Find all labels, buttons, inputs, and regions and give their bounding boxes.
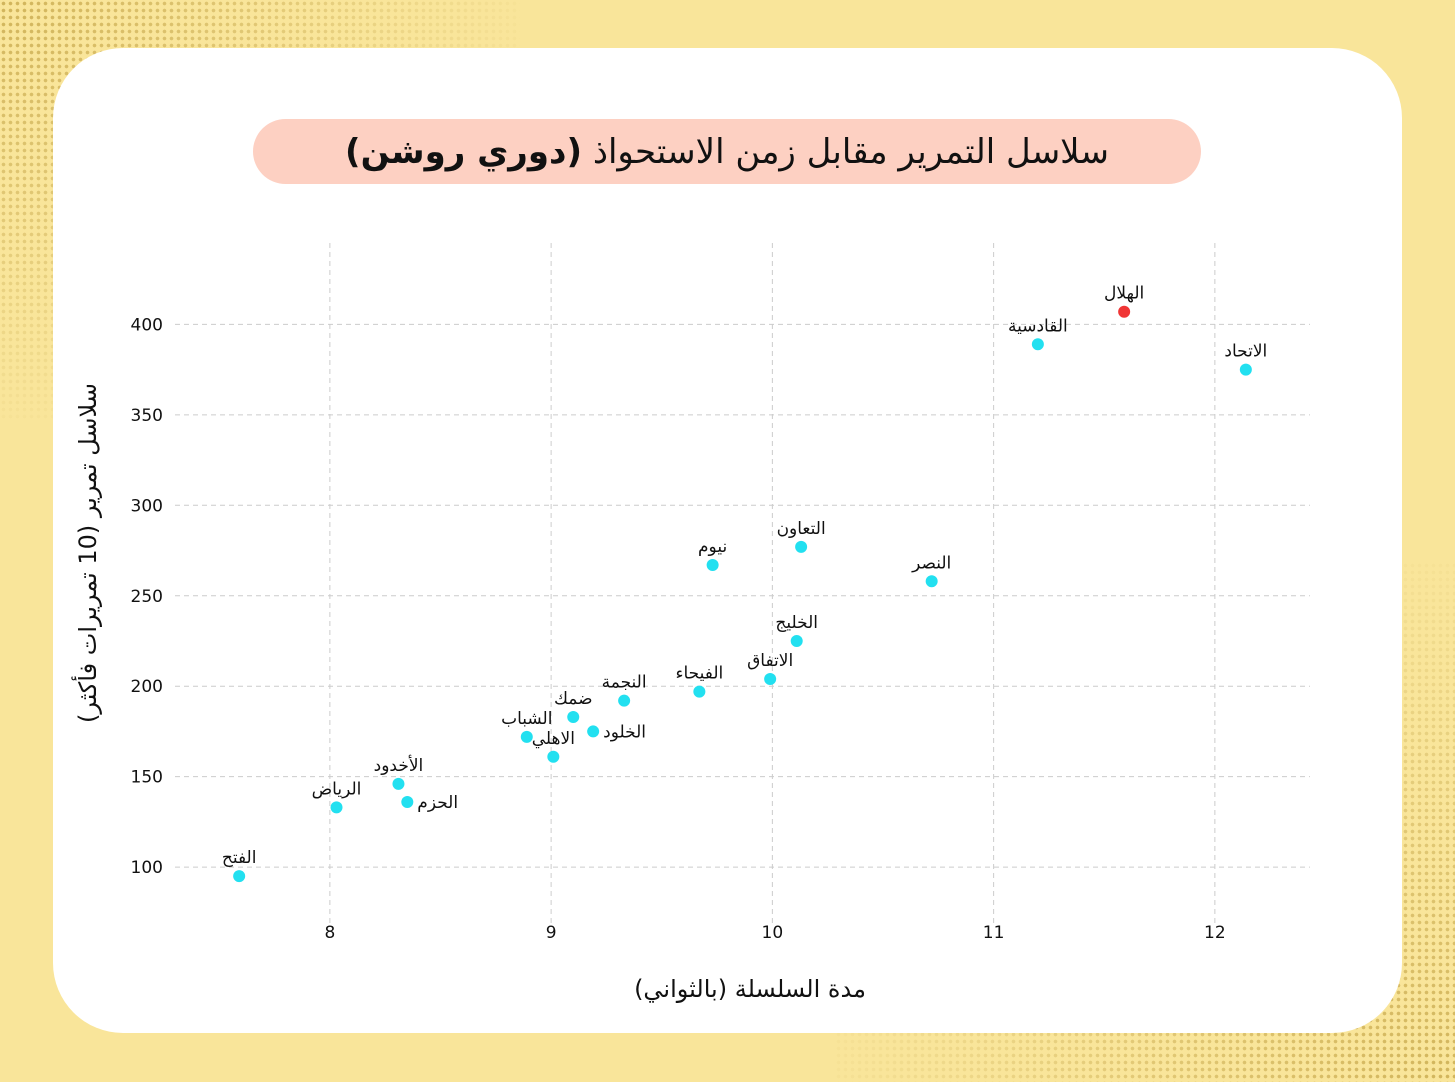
x-tick-label: 11 (983, 923, 1005, 943)
point-label: الأخدود (374, 755, 424, 776)
data-point (706, 559, 719, 572)
data-point (618, 694, 631, 707)
data-point (925, 575, 938, 588)
data-point (233, 870, 246, 883)
x-tick-label: 12 (1204, 923, 1226, 943)
data-point (392, 777, 405, 790)
data-point (790, 634, 803, 647)
point-label: التعاون (777, 519, 826, 539)
point-label: الاتحاد (1224, 342, 1267, 362)
data-point (547, 750, 560, 763)
y-tick-label: 200 (131, 677, 163, 697)
point-label: الاهلي (532, 729, 575, 749)
chart-title-league: (دوري روشن) (345, 131, 583, 172)
point-label: الاتفاق (747, 651, 793, 671)
point-label: الحزم (417, 793, 458, 813)
x-tick-label: 9 (546, 923, 557, 943)
y-tick-label: 350 (131, 406, 163, 426)
y-tick-label: 100 (131, 858, 163, 878)
y-tick-label: 250 (131, 587, 163, 607)
chart-title-text: سلاسل التمرير مقابل زمن الاستحواذ (592, 131, 1109, 172)
point-label: الهلال (1104, 284, 1144, 304)
point-label: الفتح (222, 848, 257, 868)
x-tick-label: 10 (762, 923, 784, 943)
data-point (1239, 363, 1252, 376)
point-label: نيوم (698, 537, 727, 557)
data-point (764, 672, 777, 685)
x-tick-label: 8 (324, 923, 335, 943)
point-label: الخلود (603, 722, 646, 742)
data-point (520, 730, 533, 743)
y-axis-label: سلاسل تمرير (10 تمريرات فأكثر) (74, 383, 102, 723)
chart-title: سلاسل التمرير مقابل زمن الاستحواذ (دوري … (253, 119, 1201, 184)
point-label: الفيحاء (675, 664, 723, 684)
point-label: الرياض (312, 779, 362, 799)
chart-card (53, 48, 1402, 1033)
data-point (330, 801, 343, 814)
data-point (587, 725, 600, 738)
point-label: الخليج (775, 613, 818, 633)
point-label: ضمك (554, 689, 593, 709)
point-label: القادسية (1008, 316, 1068, 336)
point-label: النصر (911, 553, 951, 573)
data-point (693, 685, 706, 698)
x-axis-label: مدة السلسلة (بالثواني) (634, 975, 866, 1003)
data-point (1031, 338, 1044, 351)
data-point (567, 710, 580, 723)
data-point (401, 795, 414, 808)
point-label: النجمة (602, 673, 647, 693)
point-label: الشباب (501, 709, 552, 729)
y-tick-label: 150 (131, 768, 163, 788)
y-tick-label: 400 (131, 315, 163, 335)
y-tick-label: 300 (131, 496, 163, 516)
data-point (1118, 305, 1131, 318)
data-point (795, 540, 808, 553)
